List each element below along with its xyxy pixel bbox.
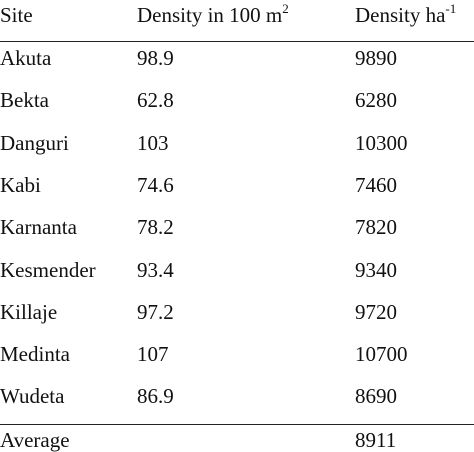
density-ha-cell: 10300 xyxy=(355,130,408,155)
density-ha-cell: 8690 xyxy=(355,384,397,409)
site-cell: Bekta xyxy=(0,88,49,113)
header-text: Density in 100 m xyxy=(137,3,283,27)
density-100m2-cell: 86.9 xyxy=(137,384,174,409)
density-100m2-cell: 98.9 xyxy=(137,46,174,70)
density-100m2-cell: 93.4 xyxy=(137,257,174,282)
density-ha-cell: 10700 xyxy=(355,342,408,367)
site-cell: Wudeta xyxy=(0,384,65,409)
header-cell: Density in 100 m2 xyxy=(137,1,289,30)
site-cell: Killaje xyxy=(0,299,58,324)
density-ha-cell: 6280 xyxy=(355,88,397,113)
footer-rule xyxy=(0,424,474,425)
header-superscript: -1 xyxy=(445,1,457,16)
footer-label: Average xyxy=(0,428,70,452)
site-cell: Medinta xyxy=(0,342,70,367)
density-ha-cell: 7460 xyxy=(355,172,397,197)
header-cell: Density ha-1 xyxy=(355,1,457,30)
density-ha-cell: 9340 xyxy=(355,257,397,282)
site-cell: Akuta xyxy=(0,46,52,70)
site-cell: Karnanta xyxy=(0,215,77,240)
header-cell: Site xyxy=(0,3,33,27)
footer-value: 8911 xyxy=(355,428,397,452)
density-100m2-cell: 74.6 xyxy=(137,172,174,197)
density-ha-cell: 9720 xyxy=(355,299,397,324)
header-superscript: 2 xyxy=(282,1,289,16)
site-cell: Kesmender xyxy=(0,257,96,282)
header-text: Density ha xyxy=(355,3,446,27)
site-cell: Kabi xyxy=(0,172,41,197)
density-100m2-cell: 78.2 xyxy=(137,215,174,240)
density-100m2-cell: 107 xyxy=(137,342,169,367)
density-ha-cell: 9890 xyxy=(355,46,397,70)
density-100m2-cell: 97.2 xyxy=(137,299,174,324)
header-rule xyxy=(0,41,474,42)
density-100m2-cell: 62.8 xyxy=(137,88,174,113)
density-ha-cell: 7820 xyxy=(355,215,397,240)
density-100m2-cell: 103 xyxy=(137,130,169,155)
site-cell: Danguri xyxy=(0,130,69,155)
